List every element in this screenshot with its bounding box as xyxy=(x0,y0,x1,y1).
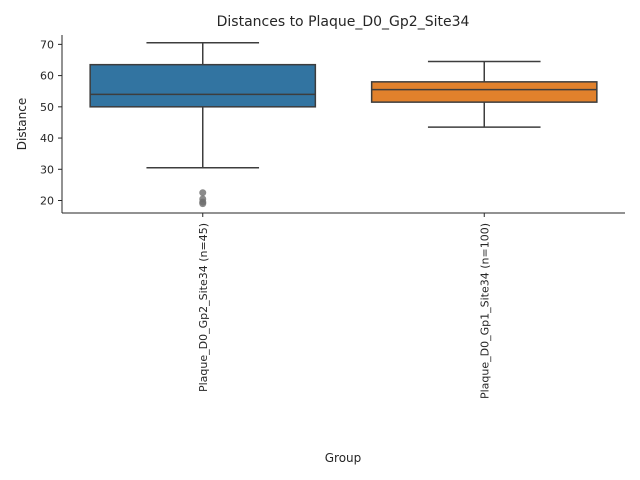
y-tick-label: 70 xyxy=(40,38,54,51)
x-tick-label: Plaque_D0_Gp1_Site34 (n=100) xyxy=(478,223,491,399)
outlier-point xyxy=(199,200,207,208)
chart-title: Distances to Plaque_D0_Gp2_Site34 xyxy=(217,14,470,30)
y-tick-label: 60 xyxy=(40,70,54,83)
y-tick-label: 50 xyxy=(40,101,54,114)
plot-area xyxy=(89,42,598,208)
x-axis: Plaque_D0_Gp2_Site34 (n=45) Plaque_D0_Gp1… xyxy=(62,212,625,399)
y-tick-label: 40 xyxy=(40,132,54,145)
x-tick-label: Plaque_D0_Gp2_Site34 (n=45) xyxy=(197,223,210,392)
x-axis-label: Group xyxy=(325,451,362,465)
y-tick-label: 20 xyxy=(40,195,54,208)
y-axis-label: Distance xyxy=(15,98,29,150)
box-iqr xyxy=(89,63,317,108)
box-iqr xyxy=(370,81,598,103)
outlier-point xyxy=(199,189,207,197)
box-group xyxy=(89,42,317,208)
y-axis: 20 30 40 50 60 70 xyxy=(40,35,63,213)
y-tick-label: 30 xyxy=(40,163,54,176)
box-group xyxy=(370,60,598,128)
